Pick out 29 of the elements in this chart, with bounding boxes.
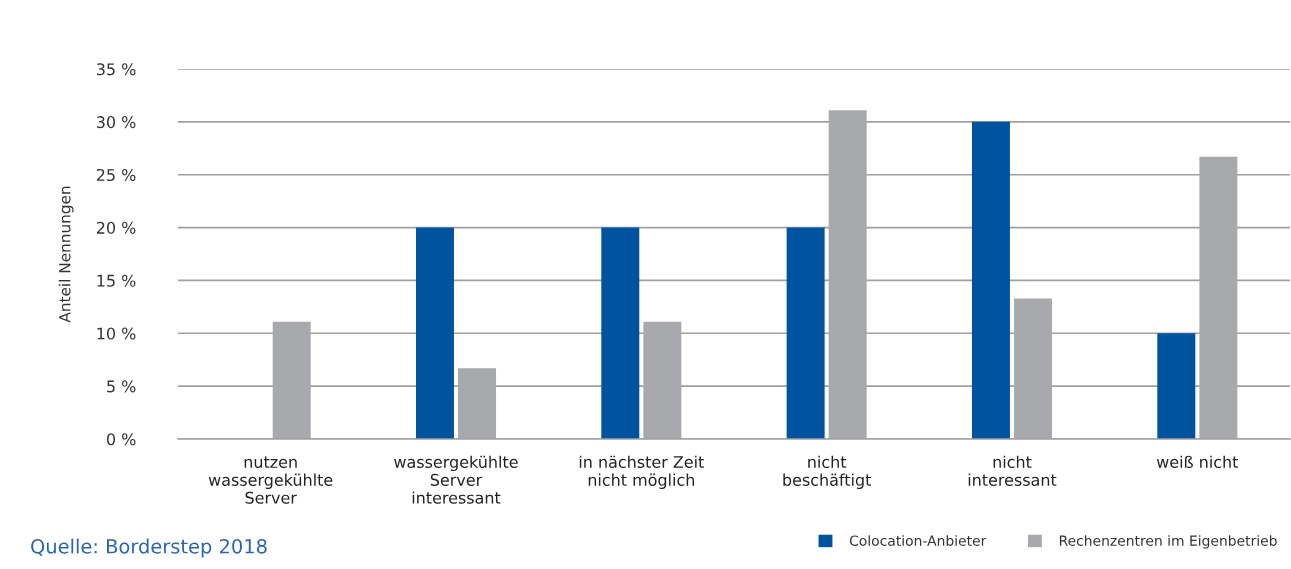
x-tick-label: weiß nicht (1156, 455, 1239, 469)
x-tick-label: in nächster Zeit nicht möglich (579, 455, 704, 490)
y-tick-label: 35 % (96, 63, 136, 76)
source-note: Quelle: Borderstep 2018 (31, 538, 267, 558)
y-tick-label: 5 % (107, 380, 136, 393)
legend-label: Colocation-Anbieter (849, 535, 987, 546)
bar (971, 121, 1010, 439)
bar (1199, 156, 1238, 439)
bar (1014, 298, 1053, 439)
y-tick-label: 25 % (96, 168, 136, 182)
bar (458, 368, 497, 439)
y-tick-label: 30 % (96, 116, 136, 129)
y-tick-label: 15 % (97, 274, 136, 287)
bar (643, 321, 682, 439)
bar (601, 227, 640, 439)
bar (828, 110, 867, 439)
bar (1157, 333, 1196, 439)
legend-label: Rechenzentren im Eigenbetrieb (1059, 535, 1277, 549)
x-tick-label: wassergekühlte Server interessant (394, 455, 518, 504)
bar (415, 227, 454, 439)
bar (272, 321, 311, 439)
y-axis-title: Anteil Nennungen (58, 186, 74, 323)
x-tick-label: nicht interessant (968, 455, 1057, 486)
y-tick-label: 20 % (96, 221, 136, 234)
x-tick-label: nutzen wassergekühlte Server (208, 456, 333, 504)
y-tick-label: 10 % (97, 327, 136, 340)
x-tick-label: nicht beschäftigt (783, 455, 871, 490)
bar (786, 227, 825, 439)
y-tick-label: 0 % (106, 433, 136, 446)
